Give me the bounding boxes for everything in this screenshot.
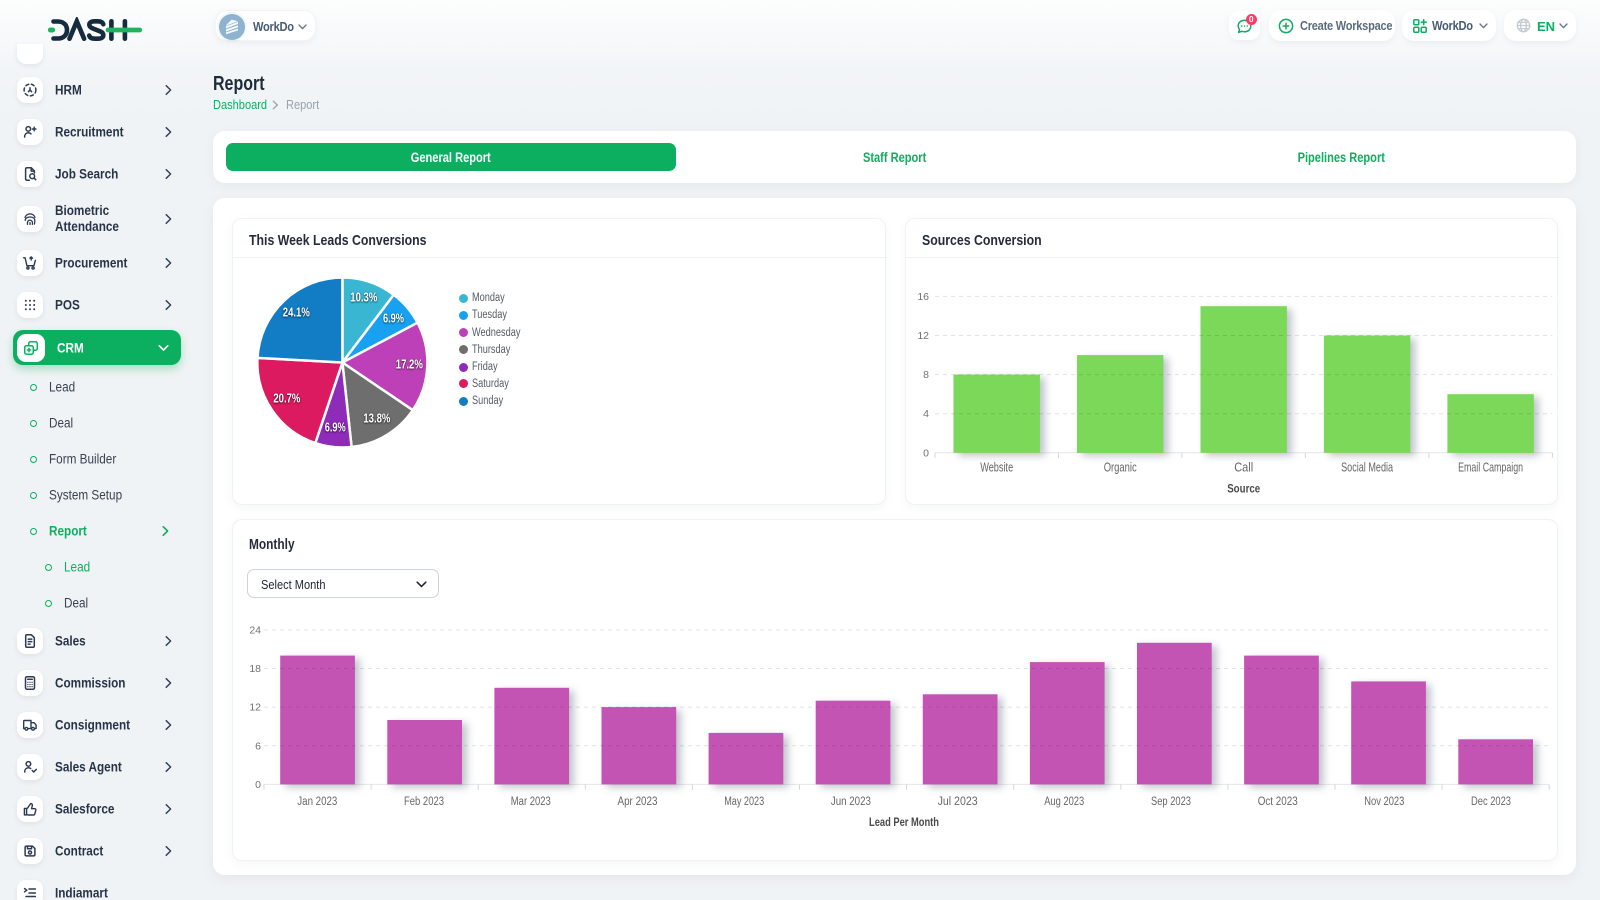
svg-text:Lead Per Month: Lead Per Month xyxy=(869,817,939,829)
svg-text:6.9%: 6.9% xyxy=(383,311,404,326)
svg-text:Source: Source xyxy=(1227,482,1260,496)
svg-text:12: 12 xyxy=(249,702,261,714)
svg-text:18: 18 xyxy=(249,663,261,675)
svg-text:Jan 2023: Jan 2023 xyxy=(297,796,337,808)
svg-text:20.7%: 20.7% xyxy=(273,391,300,406)
svg-text:Sep 2023: Sep 2023 xyxy=(1151,796,1191,808)
svg-text:6: 6 xyxy=(255,740,261,752)
svg-text:4: 4 xyxy=(923,408,929,420)
svg-text:Organic: Organic xyxy=(1104,461,1137,475)
svg-text:0: 0 xyxy=(255,779,261,791)
svg-text:Website: Website xyxy=(980,461,1013,475)
svg-text:16: 16 xyxy=(917,291,929,303)
svg-text:13.8%: 13.8% xyxy=(363,410,390,425)
svg-text:Social Media: Social Media xyxy=(1341,461,1393,475)
svg-text:Jun 2023: Jun 2023 xyxy=(831,796,871,808)
svg-text:Dec 2023: Dec 2023 xyxy=(1471,796,1511,808)
svg-text:0: 0 xyxy=(923,447,929,459)
svg-text:24.1%: 24.1% xyxy=(283,304,310,319)
svg-text:Mar 2023: Mar 2023 xyxy=(511,796,551,808)
svg-text:8: 8 xyxy=(923,369,929,381)
svg-text:24: 24 xyxy=(249,624,261,636)
svg-text:10.3%: 10.3% xyxy=(350,290,377,305)
svg-text:Call: Call xyxy=(1234,461,1253,475)
svg-text:Email Campaign: Email Campaign xyxy=(1458,461,1523,475)
svg-text:Apr 2023: Apr 2023 xyxy=(618,796,658,808)
svg-text:Feb 2023: Feb 2023 xyxy=(404,796,444,808)
svg-text:6.9%: 6.9% xyxy=(325,420,346,435)
svg-text:12: 12 xyxy=(917,330,929,342)
svg-text:May 2023: May 2023 xyxy=(724,796,764,808)
svg-text:Nov 2023: Nov 2023 xyxy=(1364,796,1404,808)
svg-text:Aug 2023: Aug 2023 xyxy=(1044,796,1084,808)
svg-text:Oct 2023: Oct 2023 xyxy=(1258,796,1298,808)
svg-text:17.2%: 17.2% xyxy=(396,357,423,372)
svg-text:Jul 2023: Jul 2023 xyxy=(938,796,978,808)
